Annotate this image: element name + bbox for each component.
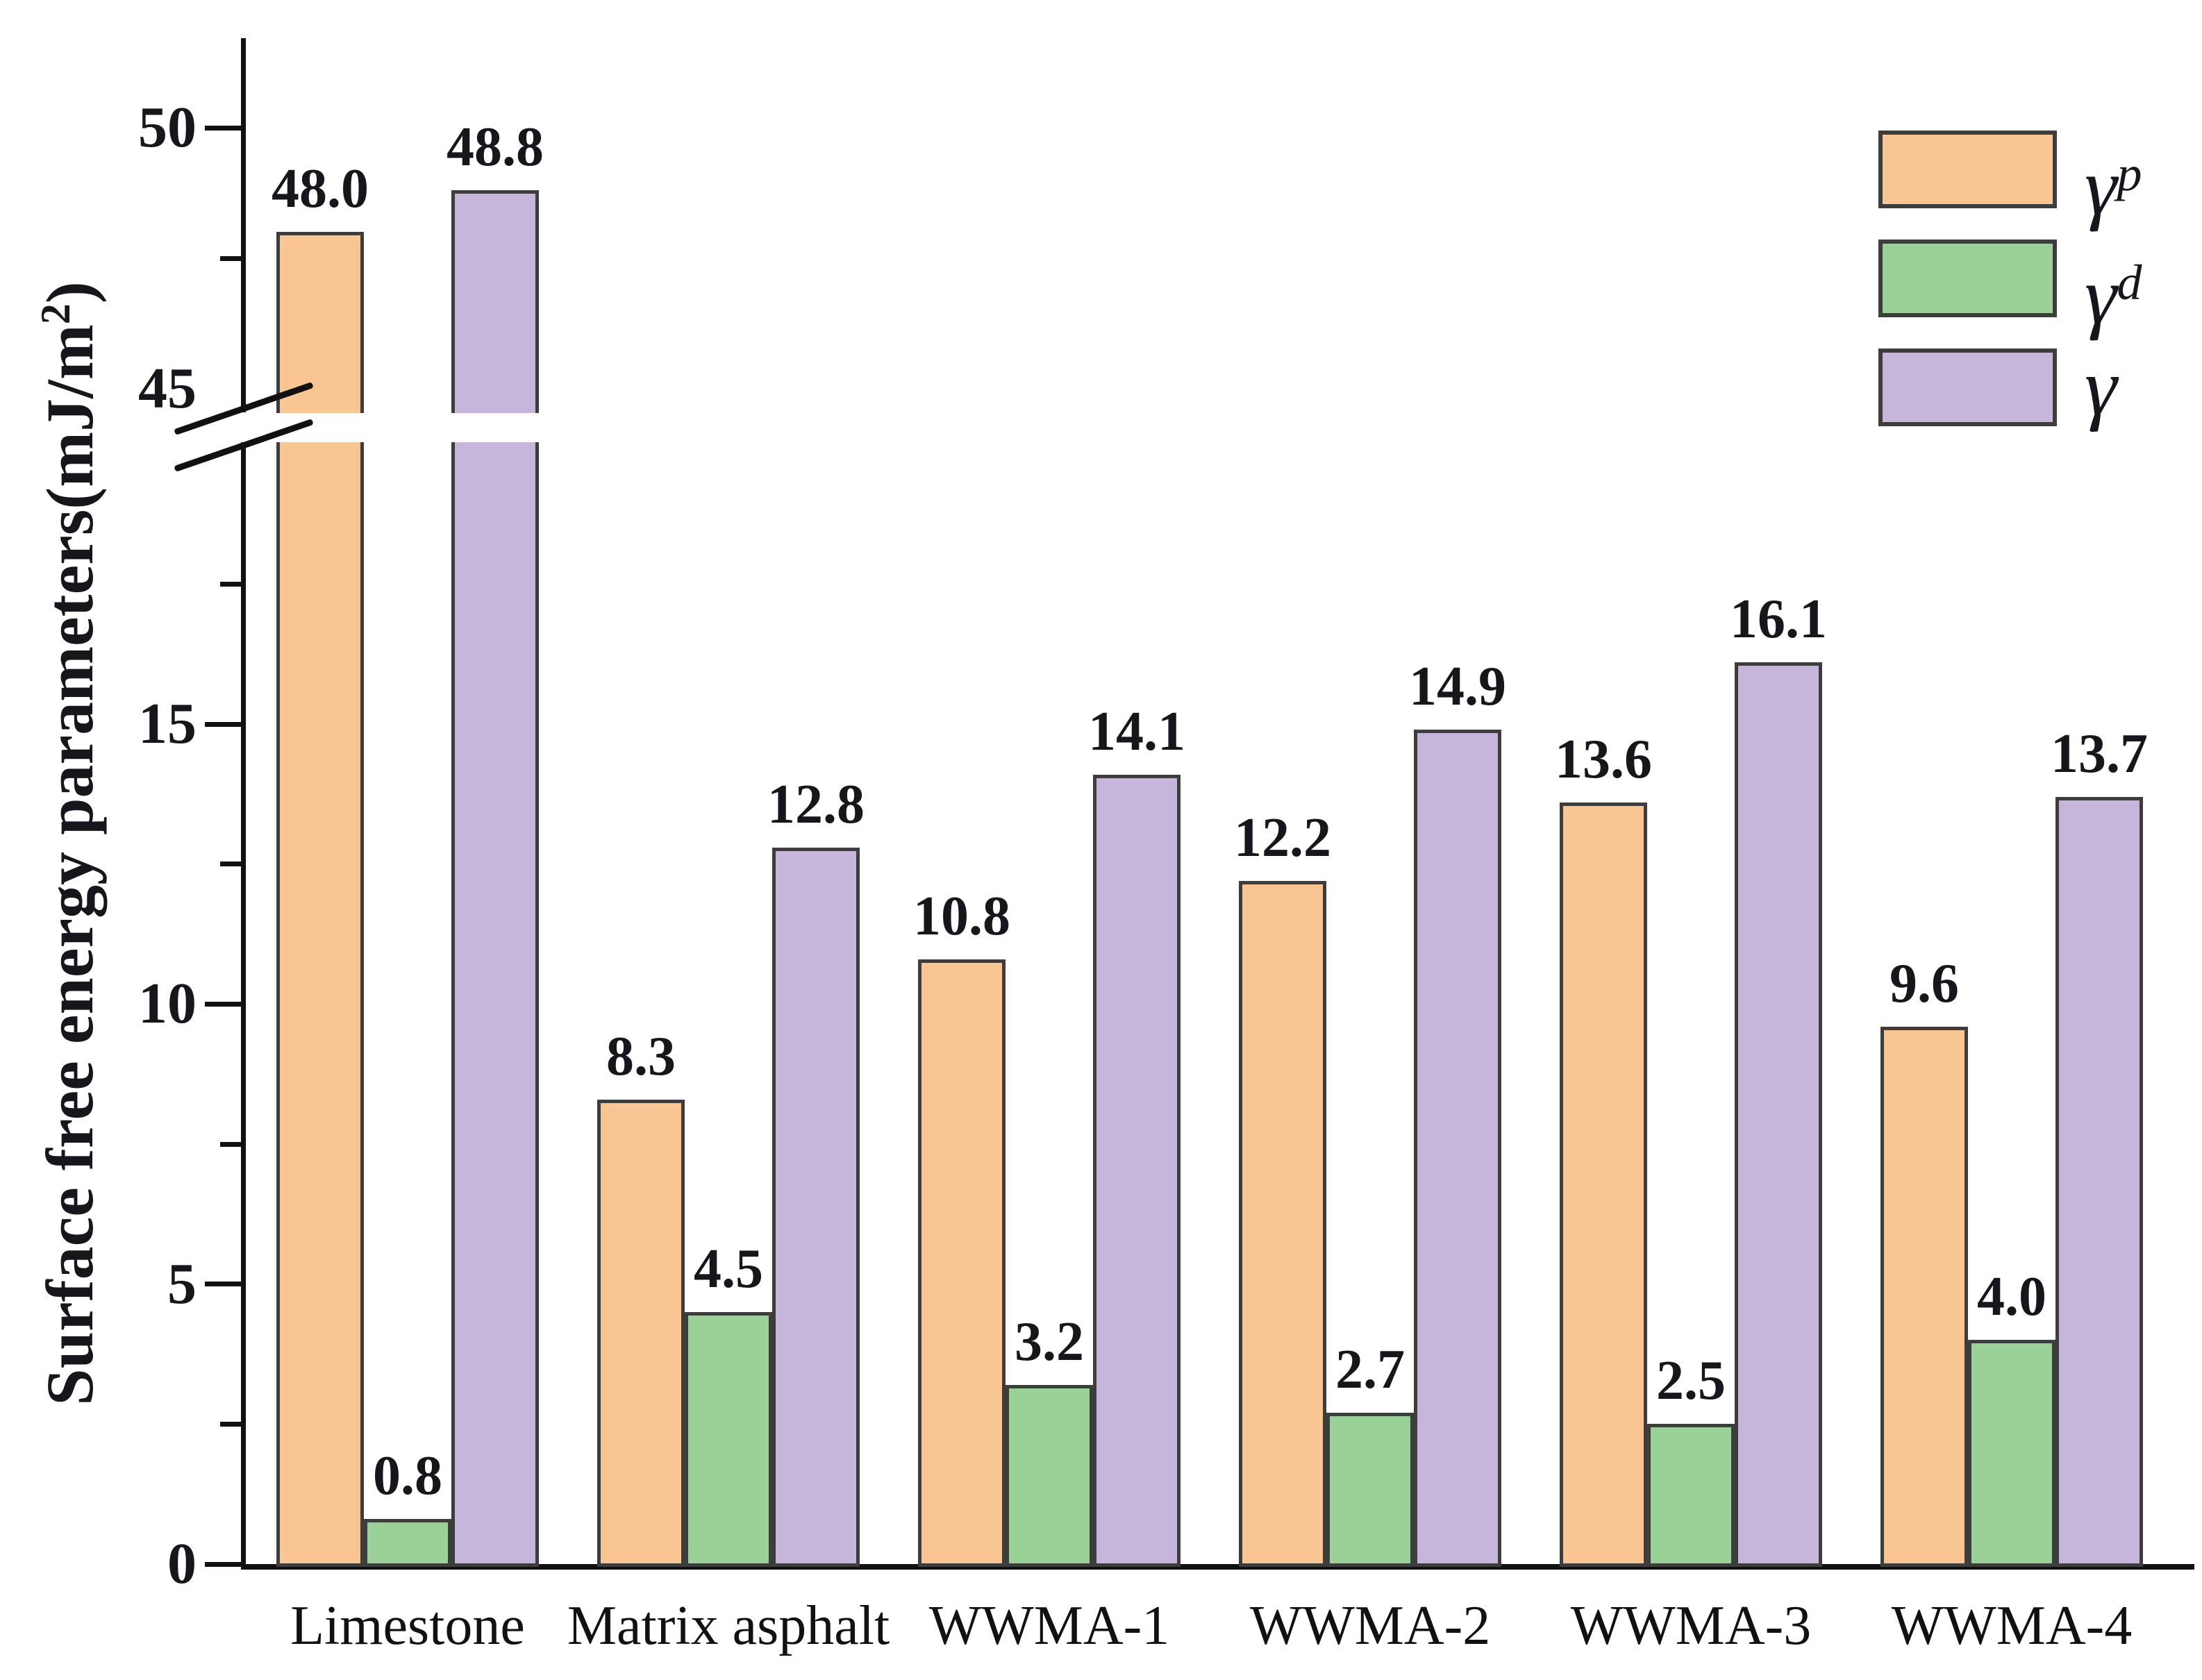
y-axis-line-upper <box>241 38 246 412</box>
y-axis-line-lower <box>241 442 246 1570</box>
bar-value-label: 13.6 <box>1555 729 1652 791</box>
x-axis-line <box>241 1564 2194 1570</box>
y-tick-major <box>205 1001 241 1007</box>
bar-gamma-d-wwma-2 <box>1326 1413 1414 1567</box>
bar-gamma-d-matrix-asphalt <box>685 1312 772 1567</box>
bar-gamma-wwma-3 <box>1735 662 1822 1567</box>
bar-value-label: 48.8 <box>447 117 544 178</box>
x-category-label: WWMA-1 <box>928 1595 1170 1656</box>
bar-value-label: 2.7 <box>1335 1339 1405 1401</box>
legend-gamma-superscript: d <box>2117 255 2142 310</box>
legend-gamma-glyph: γ <box>2085 250 2117 342</box>
bar-value-label: 14.1 <box>1088 700 1185 762</box>
legend-swatch-gamma <box>1878 348 2057 426</box>
bar-value-label: 10.8 <box>913 885 1010 947</box>
legend-label-gamma: γ <box>2085 339 2117 436</box>
bar-gamma-d-wwma-4 <box>1968 1340 2055 1567</box>
legend-gamma-glyph: γ <box>2085 342 2117 432</box>
bar-gamma-matrix-asphalt <box>772 847 860 1567</box>
bar-value-label: 8.3 <box>606 1025 676 1087</box>
y-tick-label: 50 <box>138 95 197 160</box>
bar-value-label: 12.2 <box>1234 807 1331 868</box>
bar-gamma-wwma-4 <box>2055 796 2143 1567</box>
y-tick-minor <box>220 1421 241 1427</box>
x-category-label: Matrix asphalt <box>567 1595 890 1656</box>
bar-value-label: 2.5 <box>1656 1350 1726 1412</box>
bar-value-label: 3.2 <box>1015 1311 1084 1372</box>
bar-gamma-limestone <box>451 190 539 1567</box>
y-axis-title-suffix: ) <box>33 281 107 304</box>
bar-value-label: 14.9 <box>1409 656 1506 718</box>
bar-gamma-p-wwma-1 <box>918 959 1006 1567</box>
y-tick-minor <box>220 255 241 261</box>
y-tick-major <box>205 1561 241 1567</box>
bar-gamma-wwma-2 <box>1414 730 1501 1567</box>
y-tick-major <box>205 1282 241 1287</box>
legend-label-gamma-d: γd <box>2085 230 2142 344</box>
x-category-label: WWMA-3 <box>1570 1595 1812 1656</box>
bar-gamma-p-wwma-3 <box>1560 803 1647 1567</box>
bar-gamma-p-limestone <box>276 232 364 1567</box>
bar-gamma-p-wwma-2 <box>1239 880 1326 1567</box>
bar-value-label: 4.5 <box>694 1238 763 1300</box>
bar-value-label: 9.6 <box>1890 952 1959 1014</box>
legend-swatch-gamma-d <box>1878 240 2057 317</box>
y-tick-minor <box>220 581 241 587</box>
y-tick-label: 10 <box>138 971 197 1036</box>
y-tick-major <box>205 125 241 131</box>
y-tick-label: 0 <box>167 1531 197 1596</box>
x-category-label: WWMA-4 <box>1891 1595 2133 1656</box>
x-category-label: WWMA-2 <box>1249 1595 1491 1656</box>
bar-gamma-wwma-1 <box>1093 774 1181 1567</box>
y-tick-label: 5 <box>167 1251 197 1316</box>
y-tick-label: 15 <box>138 691 197 757</box>
legend-swatch-gamma-p <box>1878 131 2057 208</box>
axis-break-band <box>167 413 2202 442</box>
y-tick-label: 45 <box>138 356 197 421</box>
bar-value-label: 48.0 <box>272 158 369 220</box>
bar-gamma-d-limestone <box>364 1519 451 1567</box>
bar-value-label: 16.1 <box>1730 589 1827 650</box>
y-tick-major <box>205 721 241 727</box>
bar-value-label: 13.7 <box>2051 723 2148 784</box>
legend-gamma-glyph: γ <box>2085 141 2117 233</box>
bar-gamma-d-wwma-3 <box>1647 1424 1735 1567</box>
bar-value-label: 0.8 <box>373 1445 442 1507</box>
y-axis-title-superscript: 2 <box>33 303 78 325</box>
bar-gamma-p-wwma-4 <box>1880 1026 1968 1567</box>
legend-gamma-superscript: p <box>2117 146 2142 201</box>
legend-label-gamma-p: γp <box>2085 121 2142 235</box>
bar-gamma-p-matrix-asphalt <box>597 1099 685 1567</box>
x-category-label: Limestone <box>290 1595 525 1656</box>
y-axis-title-text: Surface free energy parameters(mJ/m <box>33 324 107 1406</box>
y-tick-minor <box>220 1141 241 1147</box>
bar-value-label: 4.0 <box>1977 1266 2046 1328</box>
y-tick-minor <box>220 862 241 867</box>
y-axis-title: Surface free energy parameters(mJ/m2) <box>14 80 107 1607</box>
bar-gamma-d-wwma-1 <box>1006 1384 1093 1567</box>
bar-value-label: 12.8 <box>767 773 865 835</box>
